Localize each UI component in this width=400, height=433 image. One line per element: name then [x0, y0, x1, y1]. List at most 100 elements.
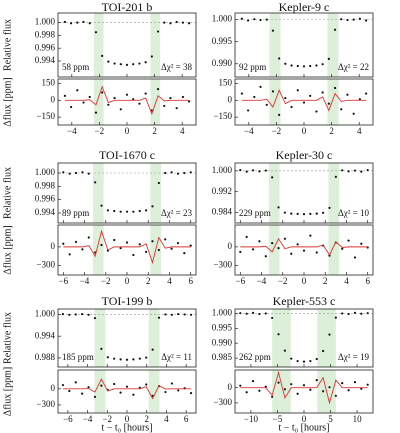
residual-point: [322, 390, 325, 393]
residual-point: [309, 234, 312, 237]
flux-point: [113, 62, 116, 65]
flux-point: [341, 169, 344, 172]
flux-point: [360, 170, 363, 173]
flux-point: [352, 18, 355, 21]
residual-point: [145, 250, 148, 253]
residual-point: [327, 102, 330, 105]
flux-point: [145, 356, 148, 359]
residual-point: [271, 242, 274, 245]
residual-point: [341, 247, 344, 250]
flux-point: [63, 20, 66, 24]
flux-point: [251, 311, 255, 314]
flux-point: [164, 313, 167, 316]
residual-point: [125, 385, 129, 388]
residual-tick-label: −300: [213, 397, 232, 407]
residual-point: [175, 107, 178, 110]
residual-point: [334, 394, 337, 397]
x-tick-label: −5: [273, 414, 283, 424]
x-tick-label: 0: [302, 414, 307, 424]
flux-point: [82, 20, 85, 24]
residual-point: [183, 252, 186, 255]
ingress-egress-band: [150, 13, 161, 77]
flux-point: [138, 209, 141, 213]
x-tick-label: 4: [164, 414, 169, 424]
flux-point: [245, 170, 248, 173]
x-tick-label: 2: [329, 126, 334, 136]
flux-point: [100, 204, 103, 207]
flux-point: [113, 209, 116, 213]
flux-point: [170, 171, 173, 174]
flux-point: [277, 333, 280, 336]
x-tick-label: −2: [95, 126, 105, 136]
ingress-egress-band: [93, 225, 104, 275]
residual-point: [164, 238, 167, 241]
flux-point: [125, 358, 129, 361]
flux-point: [113, 357, 116, 360]
residual-point: [366, 383, 369, 386]
flux-point: [358, 17, 361, 20]
flux-point: [175, 20, 178, 24]
model-line: [63, 229, 191, 265]
residual-tick-label: −150: [213, 111, 232, 121]
residual-point: [284, 96, 287, 100]
flux-point: [366, 312, 369, 315]
residual-point: [76, 89, 79, 92]
flux-point: [61, 312, 65, 316]
residual-point: [239, 250, 242, 253]
residual-point: [315, 251, 318, 254]
flux-point: [157, 316, 161, 319]
ingress-egress-band: [148, 309, 160, 367]
y-tick-label: 0.994: [35, 330, 56, 340]
residual-point: [81, 392, 84, 395]
flux-point: [119, 358, 122, 361]
noise-annotation: 58 ppm: [62, 62, 89, 72]
residual-tick-label: 150: [219, 78, 233, 88]
x-tick-label: −4: [244, 126, 254, 136]
residual-point: [119, 247, 122, 250]
x-tick-label: −6: [59, 276, 69, 286]
residual-point: [163, 104, 166, 108]
residual-point: [302, 249, 306, 252]
residual-point: [309, 388, 312, 391]
flux-point: [189, 313, 193, 316]
x-tick-label: 0: [302, 126, 307, 136]
flux-point: [264, 169, 267, 172]
flux-point: [94, 181, 97, 184]
residual-point: [101, 91, 104, 94]
panel-title: Kepler-9 c: [279, 0, 330, 14]
flux-point: [278, 57, 281, 60]
panel-title: TOI-199 b: [102, 294, 153, 308]
flux-point: [87, 313, 90, 316]
flux-point: [309, 64, 312, 68]
residual-point: [113, 96, 116, 100]
flux-point: [88, 22, 91, 25]
flux-point: [245, 312, 248, 315]
chi-annotation: Δχ² = 10: [338, 208, 370, 218]
ingress-egress-band: [268, 163, 280, 223]
flux-point: [366, 168, 369, 172]
y-tick-label: 0.990: [212, 58, 233, 68]
flux-point: [277, 206, 280, 209]
flux-point: [290, 212, 293, 215]
residual-point: [62, 242, 65, 245]
flux-point: [106, 356, 109, 359]
residual-point: [189, 244, 192, 247]
flux-point: [271, 176, 274, 179]
flux-point: [283, 211, 286, 214]
x-tick-label: −2: [101, 276, 111, 286]
x-tick-label: 2: [152, 126, 157, 136]
y-axis-label: Relative flux: [2, 312, 13, 364]
flux-point: [258, 170, 261, 173]
residual-point: [340, 108, 343, 111]
residual-axis-label: Δflux [ppm]: [2, 225, 13, 274]
residual-axis-label: Δflux [ppm]: [2, 367, 13, 416]
residual-point: [283, 237, 286, 240]
residual-point: [170, 382, 173, 385]
x-tick-label: 4: [357, 126, 362, 136]
residual-point: [245, 391, 248, 394]
x-tick-label: −4: [83, 414, 93, 424]
flux-point: [81, 312, 84, 316]
residual-axis-label: Δflux [ppm]: [2, 77, 13, 126]
residual-point: [251, 380, 255, 383]
flux-point: [253, 18, 256, 21]
